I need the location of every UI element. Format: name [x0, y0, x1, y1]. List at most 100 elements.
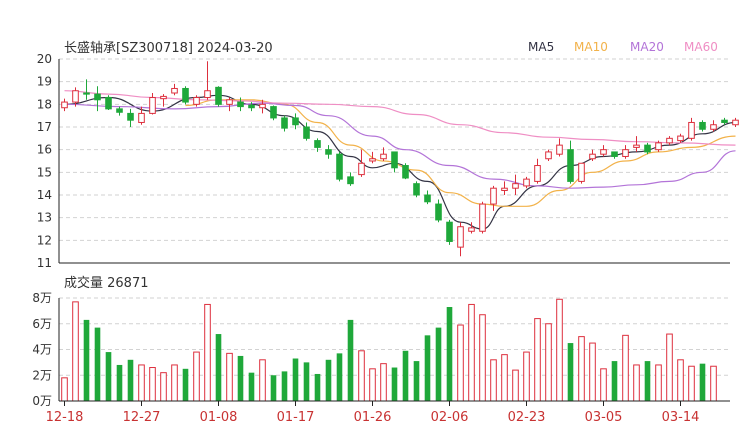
- date-tick-label: 03-14: [662, 410, 700, 425]
- candle: [611, 151, 618, 159]
- price-tick-label: 12: [37, 233, 52, 247]
- volume-bar: [413, 361, 420, 401]
- volume-bar: [369, 368, 376, 402]
- date-tick-label: 12-18: [46, 410, 84, 425]
- candle: [336, 151, 343, 182]
- price-tick-label: 11: [37, 256, 52, 270]
- moving-average-lines: [64, 90, 736, 230]
- volume-bar: [600, 368, 607, 402]
- volume-title: 成交量 26871: [64, 275, 149, 291]
- candle: [226, 97, 233, 112]
- volume-bar: [391, 367, 398, 401]
- ma5-line: [64, 94, 736, 230]
- volume-tick-label: 8万: [32, 291, 52, 305]
- volume-bar: [171, 364, 178, 402]
- legend-ma5: MA5: [528, 40, 554, 54]
- date-tick-label: 02-06: [431, 410, 469, 425]
- volume-tick-label: 2万: [32, 368, 52, 382]
- volume-bar: [556, 298, 563, 402]
- candle: [314, 138, 321, 152]
- candle: [732, 117, 739, 127]
- volume-bar: [281, 371, 288, 401]
- candle: [589, 149, 596, 161]
- candle: [391, 151, 398, 173]
- candle: [380, 147, 387, 161]
- candle: [490, 185, 497, 211]
- date-axis: 12-18 12-27 01-08 01-17 01-26 02-06 02-23 03-05…: [46, 400, 730, 425]
- legend-ma60: MA60: [684, 40, 718, 54]
- volume-bar: [710, 365, 717, 402]
- volume-bar: [479, 314, 486, 402]
- candle: [402, 163, 409, 180]
- candle: [215, 86, 222, 107]
- candle: [116, 106, 123, 116]
- date-tick-label: 12-27: [123, 410, 161, 425]
- candlesticks: [61, 61, 739, 257]
- volume-bar: [72, 301, 79, 402]
- volume-bar: [204, 303, 211, 402]
- candle: [281, 115, 288, 132]
- volume-tick-label: 4万: [32, 343, 52, 357]
- volume-bar: [303, 362, 310, 401]
- candle: [666, 136, 673, 146]
- date-tick-label: 01-17: [277, 410, 315, 425]
- candle: [677, 133, 684, 143]
- volume-bar: [457, 324, 464, 402]
- candle: [424, 190, 431, 205]
- candle: [523, 176, 530, 189]
- volume-bars: [61, 298, 717, 402]
- price-tick-label: 17: [37, 120, 52, 134]
- candle: [303, 122, 310, 141]
- volume-bar: [116, 364, 123, 401]
- volume-bar: [688, 365, 695, 402]
- candle: [545, 149, 552, 161]
- price-tick-label: 19: [37, 75, 52, 89]
- volume-bar: [193, 351, 200, 402]
- candle: [83, 79, 90, 100]
- volume-bar: [127, 359, 134, 401]
- price-tick-label: 18: [37, 97, 52, 111]
- volume-bar: [105, 352, 112, 401]
- candle: [270, 105, 277, 121]
- candle: [457, 222, 464, 257]
- volume-bar: [292, 358, 299, 401]
- date-tick-label: 01-26: [354, 410, 392, 425]
- candle: [479, 201, 486, 234]
- volume-bar: [358, 350, 365, 402]
- candle: [259, 99, 266, 114]
- price-tick-label: 14: [37, 188, 52, 202]
- candle: [237, 97, 244, 112]
- volume-bar: [589, 342, 596, 402]
- volume-bar: [182, 368, 189, 401]
- candle: [72, 87, 79, 107]
- candle: [182, 86, 189, 105]
- chart-title: 长盛轴承[SZ300718] 2024-03-20: [64, 41, 273, 56]
- volume-tick-label: 6万: [32, 317, 52, 331]
- volume-bar: [666, 333, 673, 402]
- date-tick-label: 02-23: [508, 410, 546, 425]
- candle: [369, 151, 376, 164]
- ma10-line: [185, 99, 736, 207]
- price-tick-label: 16: [37, 143, 52, 157]
- candle: [61, 98, 68, 112]
- volume-bar: [215, 334, 222, 401]
- volume-bar: [149, 367, 156, 402]
- volume-bar: [226, 352, 233, 402]
- volume-bar: [237, 355, 244, 401]
- candle: [94, 86, 101, 112]
- volume-axis: 0万 2万 4万 6万 8万: [32, 291, 60, 408]
- ma20-line: [64, 102, 736, 189]
- candle: [512, 174, 519, 195]
- price-tick-label: 13: [37, 211, 52, 225]
- volume-bar: [545, 323, 552, 402]
- candle: [699, 120, 706, 132]
- candle: [622, 145, 629, 159]
- candle: [358, 149, 365, 177]
- candle: [204, 61, 211, 100]
- candle: [138, 106, 145, 125]
- candle: [688, 117, 695, 141]
- legend: MA5 MA10 MA20 MA60: [528, 40, 718, 54]
- volume-bar: [578, 336, 585, 402]
- candle: [644, 142, 651, 155]
